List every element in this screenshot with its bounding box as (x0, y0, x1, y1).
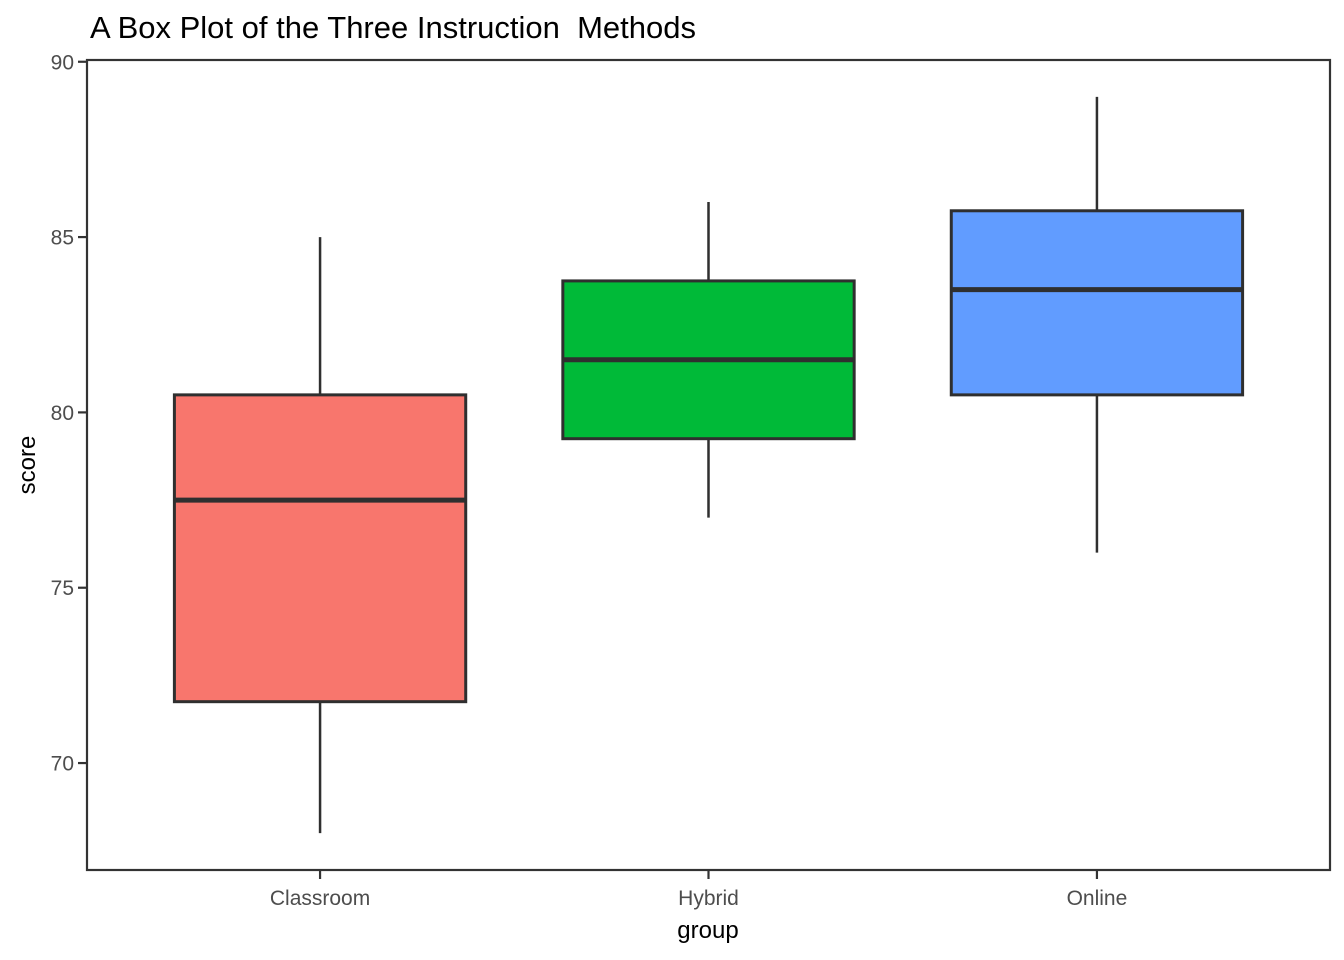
y-tick-label-80: 80 (51, 402, 74, 425)
y-tick-label-85: 85 (51, 227, 74, 250)
x-tick-label-online: Online (1067, 887, 1128, 910)
y-tick-label-70: 70 (51, 753, 74, 776)
y-tick-label-75: 75 (51, 577, 74, 600)
boxplot-classroom (172, 237, 468, 834)
panel-border (85, 58, 1332, 872)
chart-title: A Box Plot of the Three Instruction Meth… (90, 10, 696, 45)
box-classroom (172, 393, 468, 704)
box-online (949, 209, 1245, 397)
y-axis-label: score (14, 435, 41, 495)
boxplot-hybrid (561, 202, 856, 518)
boxplot-online (949, 96, 1245, 553)
x-tick-label-classroom: Classroom (270, 887, 370, 910)
x-axis-label: group (677, 917, 739, 944)
x-tick-label-hybrid: Hybrid (678, 887, 739, 910)
y-tick-label-90: 90 (51, 51, 74, 74)
